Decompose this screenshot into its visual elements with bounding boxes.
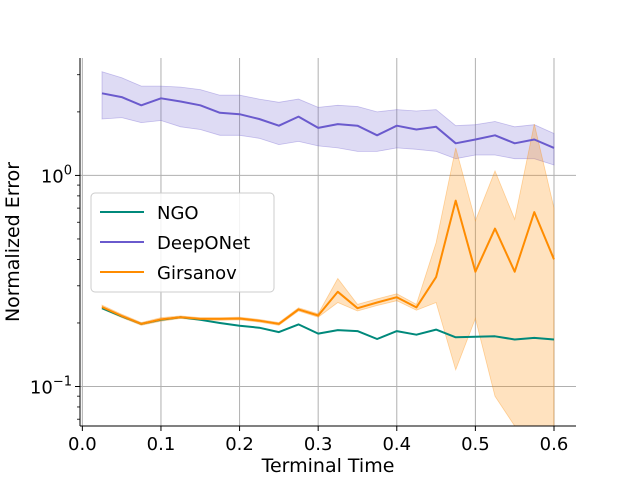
- x-tick-label: 0.0: [68, 434, 97, 455]
- x-tick-label: 0.4: [382, 434, 411, 455]
- x-tick-label: 0.3: [304, 434, 333, 455]
- ticks: 0.0 0.1 0.2 0.3 0.4 0.5 0.6 100 10−1: [30, 74, 569, 455]
- y-axis-title: Normalized Error: [2, 162, 24, 322]
- legend-label-deeponet: DeepONet: [157, 233, 250, 254]
- x-tick-label: 0.6: [540, 434, 569, 455]
- x-tick-label: 0.1: [147, 434, 176, 455]
- legend-label-girsanov: Girsanov: [157, 263, 237, 284]
- legend-box: [90, 192, 275, 293]
- legend: NGO DeepONet Girsanov: [90, 192, 275, 293]
- series-line-deeponet: [101, 92, 555, 149]
- y-tick-label: 100: [41, 163, 72, 187]
- grid: [80, 58, 576, 426]
- y-tick-label: 10−1: [30, 375, 72, 399]
- legend-label-ngo: NGO: [157, 203, 199, 224]
- series-line-girsanov: [101, 199, 555, 325]
- series-lines: [101, 92, 555, 341]
- x-axis-title: Terminal Time: [261, 455, 395, 477]
- x-tick-label: 0.5: [461, 434, 490, 455]
- band-deeponet: [101, 71, 555, 166]
- axes: [79, 58, 576, 427]
- x-tick-label: 0.2: [225, 434, 254, 455]
